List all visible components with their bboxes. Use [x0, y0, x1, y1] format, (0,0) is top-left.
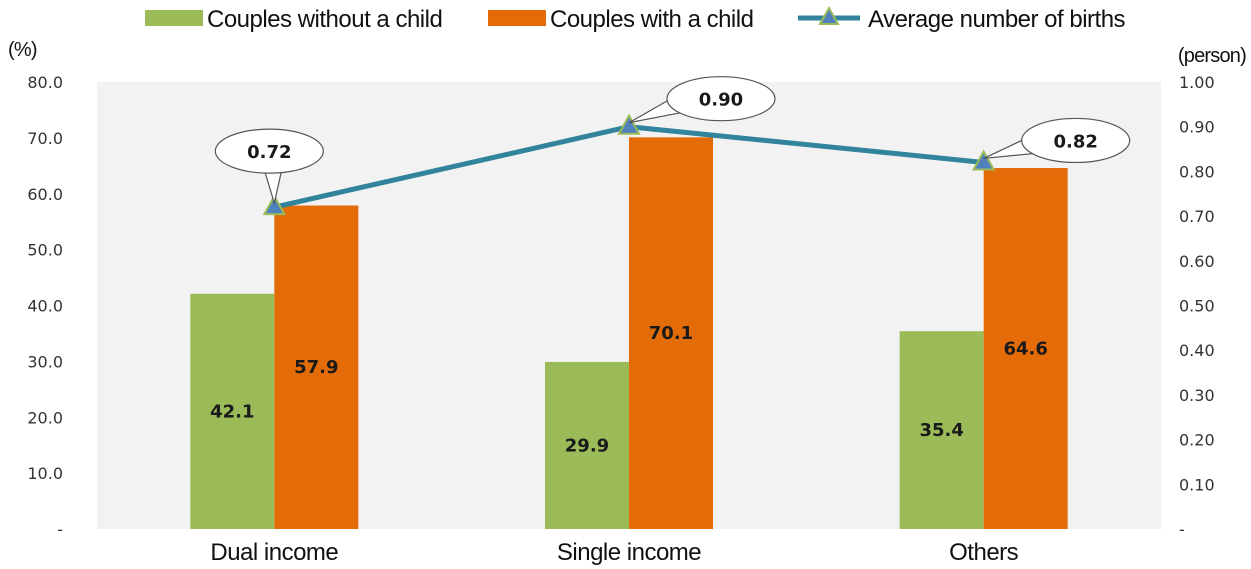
callout-tail-mask: [675, 97, 682, 111]
bar-value-label: 29.9: [565, 435, 609, 456]
callout-bubble: [1021, 117, 1131, 164]
right-axis-tick-label: 1.00: [1179, 73, 1215, 92]
bar-value-label: 35.4: [919, 420, 963, 441]
x-axis-category-label: Dual income: [210, 539, 338, 566]
left-axis-tick-label: 10.0: [27, 464, 63, 483]
bar-value-label: 57.9: [294, 357, 338, 378]
legend-label: Average number of births: [868, 6, 1126, 33]
legend-label: Couples with a child: [550, 6, 753, 33]
right-axis-tick-label: 0.90: [1179, 118, 1215, 137]
bar-without-child: [899, 331, 984, 529]
bars-group: [190, 137, 1068, 530]
right-axis-tick-label: 0.20: [1179, 431, 1215, 450]
right-axis-tick-label: 0.80: [1179, 162, 1215, 181]
line-marker-triangle: [971, 149, 996, 171]
left-axis-tick-label: 80.0: [27, 73, 63, 92]
line-marker-triangle: [617, 113, 641, 135]
left-axis-tick-label: 50.0: [27, 241, 63, 260]
callout-tail-mask: [266, 168, 281, 173]
right-axis-tick-label: -: [1179, 520, 1185, 539]
legend-swatch: [488, 10, 546, 26]
line-value-label: 0.90: [699, 90, 743, 111]
right-axis-tick-label: 0.50: [1179, 297, 1215, 316]
left-axis-tick-label: 20.0: [27, 408, 63, 427]
legend-triangle-marker: [818, 5, 840, 25]
bar-with-child: [983, 168, 1068, 530]
right-axis-tick-label: 0.60: [1179, 252, 1215, 271]
bar-without-child: [190, 293, 275, 529]
bar-labels-group: 42.1 57.9 29.9 70.1 35.4 64.6: [210, 323, 1048, 456]
x-axis-category-label: Others: [949, 539, 1019, 566]
line-value-label: 0.82: [1053, 131, 1097, 152]
right-axis-tick-label: 0.70: [1179, 207, 1215, 226]
bar-with-child: [629, 137, 713, 529]
bar-value-label: 70.1: [649, 323, 693, 344]
legend-label: Couples without a child: [207, 6, 442, 33]
x-axis-category-label: Single income: [557, 539, 701, 566]
right-axis-tick-label: 0.10: [1179, 475, 1215, 494]
callout-tail-mask: [1029, 137, 1036, 152]
left-axis-unit: (%): [8, 39, 37, 61]
right-axis-tick-label: 0.40: [1179, 341, 1215, 360]
bar-value-label: 42.1: [210, 401, 254, 422]
axes-group: - 10.0 20.0 30.0 40.0 50.0 60.0 70.0 80.0 - 0.10 0.…: [8, 39, 1247, 566]
legend-swatch: [145, 10, 203, 26]
callout-bubble: [666, 76, 776, 122]
line-callouts-group: 0.72 0.90 0.82: [214, 76, 1131, 206]
left-axis-tick-label: 60.0: [27, 185, 63, 204]
bar-with-child: [274, 205, 359, 529]
bar-value-label: 64.6: [1003, 339, 1047, 360]
callout-bubble: [214, 128, 324, 174]
bar-without-child: [545, 361, 629, 529]
left-axis-tick-label: 30.0: [27, 352, 63, 371]
left-axis-tick-label: -: [57, 520, 63, 539]
legend: Couples without a child Couples with a ch…: [145, 5, 1126, 33]
right-axis-unit: (person): [1178, 45, 1246, 67]
left-axis-tick-label: 70.0: [27, 129, 63, 148]
right-axis-tick-label: 0.30: [1179, 386, 1215, 405]
left-axis-tick-label: 40.0: [27, 297, 63, 316]
line-value-label: 0.72: [247, 142, 291, 163]
